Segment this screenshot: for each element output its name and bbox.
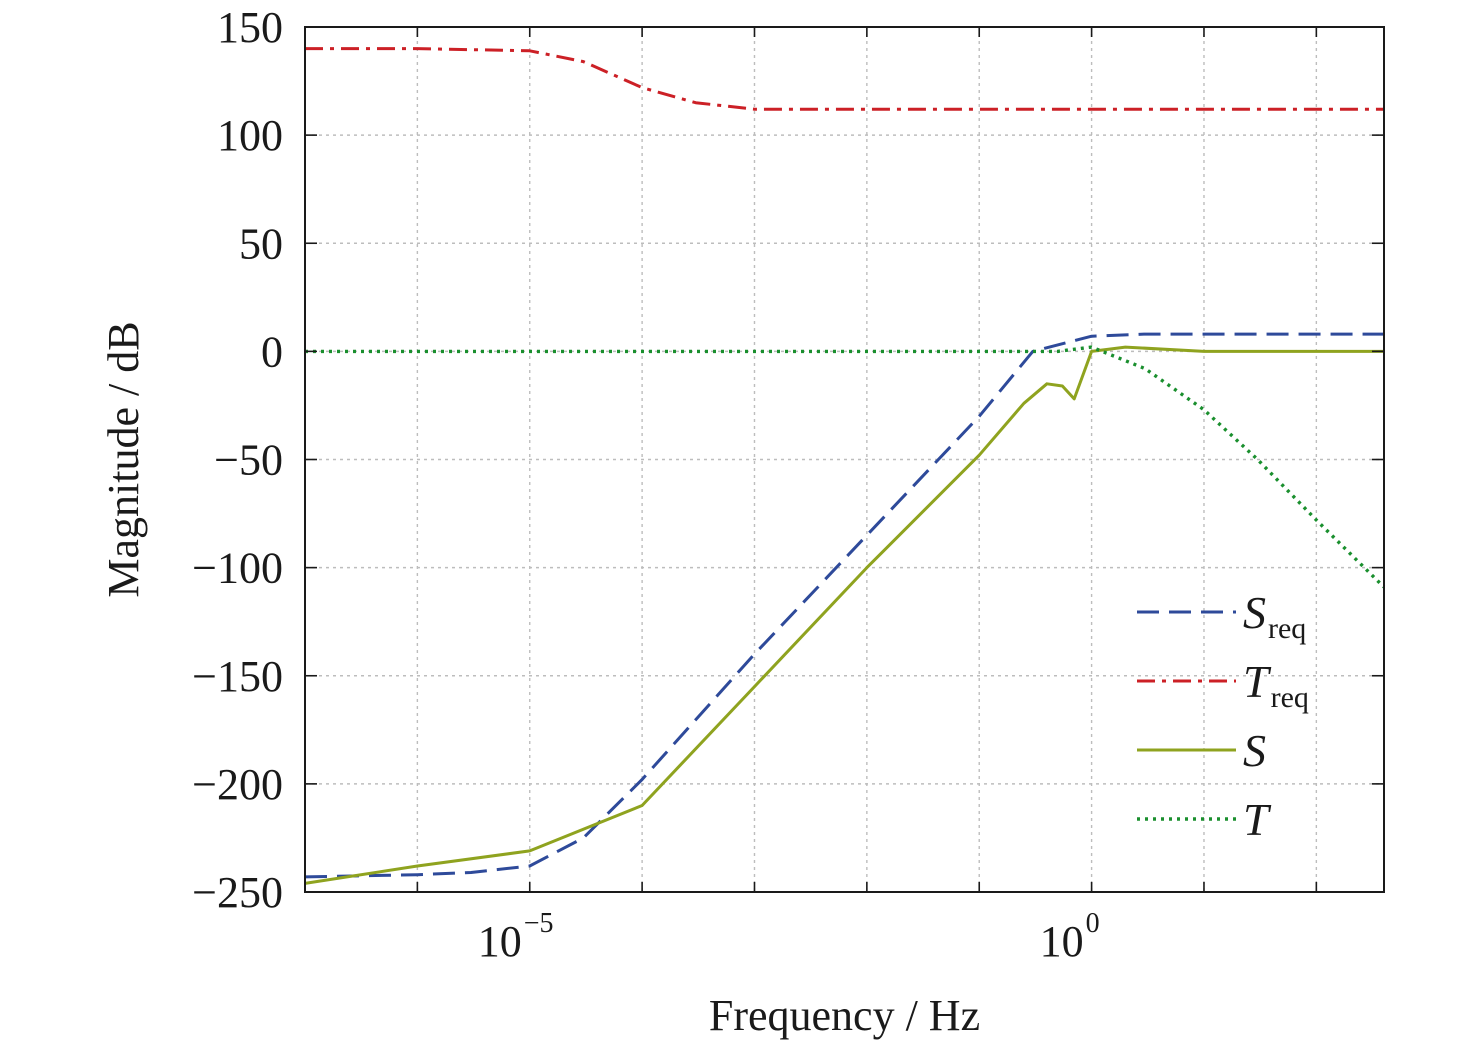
y-tick-label: 50 xyxy=(239,219,283,268)
series-line-treq xyxy=(305,47,1384,111)
series-line-t xyxy=(305,345,1386,589)
x-tick-base: 10 xyxy=(1040,917,1084,966)
legend-label: S xyxy=(1243,725,1266,776)
x-tick-base: 10 xyxy=(478,917,522,966)
y-tick-label: 0 xyxy=(261,327,283,376)
y-tick-label: −100 xyxy=(192,544,283,593)
y-tick-label: −50 xyxy=(214,436,283,485)
x-tick-exponent: −5 xyxy=(524,908,554,939)
legend-label: T xyxy=(1243,794,1272,845)
legend-label-subscript: req xyxy=(1268,612,1306,645)
series-layer xyxy=(304,47,1386,885)
x-tick-exponent: 0 xyxy=(1086,908,1100,939)
y-tick-label: 100 xyxy=(217,111,283,160)
series-line-sreq xyxy=(304,332,1384,879)
legend-item-t: T xyxy=(1137,794,1272,845)
legend-item-s: S xyxy=(1137,725,1266,776)
y-tick-label: −200 xyxy=(192,760,283,809)
y-tick-label: −250 xyxy=(192,868,283,917)
x-tick-label: 10 0 xyxy=(1040,908,1100,966)
y-axis-label: Magnitude / dB xyxy=(99,321,148,597)
x-tick-label: 10 −5 xyxy=(478,908,554,966)
x-axis-label: Frequency / Hz xyxy=(709,991,980,1040)
y-tick-label: −150 xyxy=(192,652,283,701)
legend-label-subscript: req xyxy=(1271,681,1309,714)
series-line-s xyxy=(304,345,1384,885)
y-tick-label: 150 xyxy=(217,3,283,52)
